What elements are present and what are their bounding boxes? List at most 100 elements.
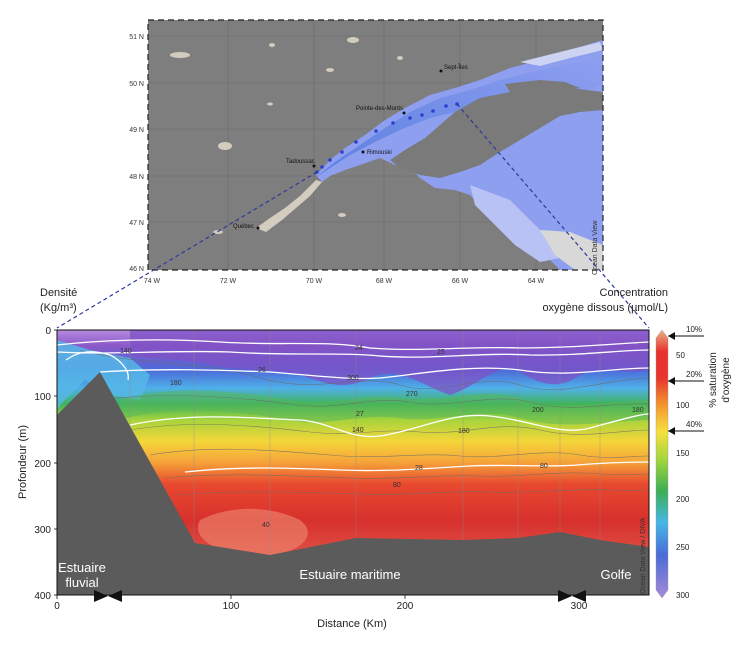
isoline-label: 25 [437, 349, 445, 356]
map-lon-ticks: 74 W 72 W 70 W 68 W 66 W 64 W [144, 278, 545, 285]
density-title-line1: Densité [40, 287, 77, 299]
y-tick-label: 300 [34, 525, 51, 536]
anticosti-island [505, 80, 580, 94]
isoline-label: 24 [355, 345, 363, 352]
seafloor-bathymetry [57, 372, 649, 595]
contour-label: 140 [352, 427, 364, 434]
saturation-marker-40: 40% [668, 420, 704, 435]
y-tick-label: 100 [34, 392, 51, 403]
saturation-marker-20: 20% [668, 370, 704, 385]
x-axis-label: Distance (Km) [317, 618, 387, 630]
hypoxic-surface-layer [130, 330, 649, 395]
zone-label-golfe: Golfe [600, 567, 631, 582]
contour-label: 140 [120, 348, 132, 355]
contour-label: 270 [406, 391, 418, 398]
y-tick-label: 200 [34, 459, 51, 470]
y-ticks [54, 329, 57, 596]
y-tick-label: 0 [45, 326, 51, 337]
contour-label: 180 [458, 428, 470, 435]
colorbar-tick: 250 [676, 543, 690, 552]
oxygen-title-line2: oxygène dissous (µmol/L) [542, 302, 668, 314]
lon-tick: 72 W [220, 278, 237, 285]
lat-tick: 50 N [129, 81, 144, 88]
contour-label: 40 [262, 522, 270, 529]
y-tick-labels: 0 100 200 300 400 [34, 326, 51, 602]
oxygen-contours [79, 349, 650, 496]
map-credit: Ocean Data View [592, 220, 599, 275]
x-tick-label: 200 [397, 601, 414, 612]
colorbar-tick: 150 [676, 449, 690, 458]
colorbar-tick: 200 [676, 495, 690, 504]
x-ticks [56, 595, 580, 599]
saturation-marker-label: 40% [686, 420, 702, 429]
contour-label: 80 [540, 463, 548, 470]
isoline-label: 28 [415, 465, 423, 472]
contour-label: 180 [170, 380, 182, 387]
lat-tick: 46 N [129, 266, 144, 273]
city-markers: Sept-Îles Pointe-des-Monts Tadoussac Rim… [233, 64, 468, 230]
city-label-quebec: Québec [233, 224, 254, 230]
city-label-pointe-des-monts: Pointe-des-Monts [356, 106, 403, 112]
section-plot: 24 25 26 27 28 140 180 300 270 200 180 1… [56, 329, 650, 602]
bottom-low-oxygen-patch [198, 508, 308, 556]
colorbar: 50 100 150 200 250 300 10% 20% 40% [655, 325, 732, 600]
density-isolines [56, 339, 650, 473]
zone-label-estuaire-maritime: Estuaire maritime [299, 567, 400, 582]
map-frame [147, 19, 604, 271]
y-axis: 0 100 200 300 400 Profondeur (m) [17, 326, 57, 602]
shoal-south [540, 230, 603, 270]
saturation-marker-label: 10% [686, 325, 702, 334]
saturation-markers: 10% 20% 40% [668, 325, 704, 435]
x-tick-label: 100 [223, 601, 240, 612]
saturation-marker-10: 10% [668, 325, 704, 340]
shoal-areas [470, 185, 560, 262]
contour-label: 180 [632, 407, 644, 414]
contour-value-labels: 140 180 300 270 200 180 140 180 80 80 40 [120, 348, 644, 529]
lat-tick: 48 N [129, 174, 144, 181]
plot-frame [56, 329, 650, 596]
zone-label-estuaire-fluvial-1: Estuaire [58, 560, 106, 575]
x-tick-label: 0 [54, 601, 60, 612]
city-label-sept-iles: Sept-Îles [444, 64, 468, 71]
upper-estuary [256, 180, 322, 232]
lon-tick: 74 W [144, 278, 161, 285]
contour-label: 80 [393, 482, 401, 489]
connector-lines [56, 103, 650, 329]
saturation-axis-label-1: % saturation [708, 352, 719, 408]
isoline-label: 27 [356, 411, 364, 418]
lakes [170, 37, 403, 234]
density-title-line2: (Kg/m³) [40, 302, 77, 314]
isoline-labels: 24 25 26 27 28 [258, 345, 445, 472]
lon-tick: 68 W [376, 278, 393, 285]
lat-tick: 51 N [129, 34, 144, 41]
odv-credit: Ocean Data View / DIVA [640, 518, 647, 594]
colorbar-tick: 50 [676, 351, 685, 360]
contour-label: 300 [347, 375, 359, 382]
saturation-marker-label: 20% [686, 370, 702, 379]
y-axis-label: Profondeur (m) [17, 425, 29, 499]
lat-tick: 49 N [129, 127, 144, 134]
saturation-axis-label-2: d'oxygène [721, 357, 732, 403]
zone-label-estuaire-fluvial-2: fluvial [65, 575, 98, 590]
map-lat-ticks: 51 N 50 N 49 N 48 N 47 N 46 N [129, 34, 144, 273]
x-axis: 0 100 200 300 Distance (Km) [54, 595, 588, 630]
colorbar-ticks: 50 100 150 200 250 300 [676, 351, 690, 600]
lat-tick: 47 N [129, 220, 144, 227]
green-band [120, 390, 649, 425]
city-label-tadoussac: Tadoussac [286, 159, 315, 165]
oxygen-title-line1: Concentration [600, 287, 669, 299]
map-panel: Sept-Îles Pointe-des-Monts Tadoussac Rim… [129, 19, 604, 285]
x-tick-labels: 0 100 200 300 [54, 601, 588, 612]
x-tick-label: 300 [571, 601, 588, 612]
colorbar-tick: 300 [676, 591, 690, 600]
colorbar-body [655, 329, 669, 599]
lon-tick: 70 W [306, 278, 323, 285]
city-label-rimouski: Rimouski [367, 150, 392, 156]
contour-label: 200 [532, 407, 544, 414]
y-tick-label: 400 [34, 591, 51, 602]
lon-tick: 66 W [452, 278, 469, 285]
shoal-north [520, 42, 603, 66]
nearshore-water [57, 340, 150, 410]
colorbar-tick: 100 [676, 401, 690, 410]
